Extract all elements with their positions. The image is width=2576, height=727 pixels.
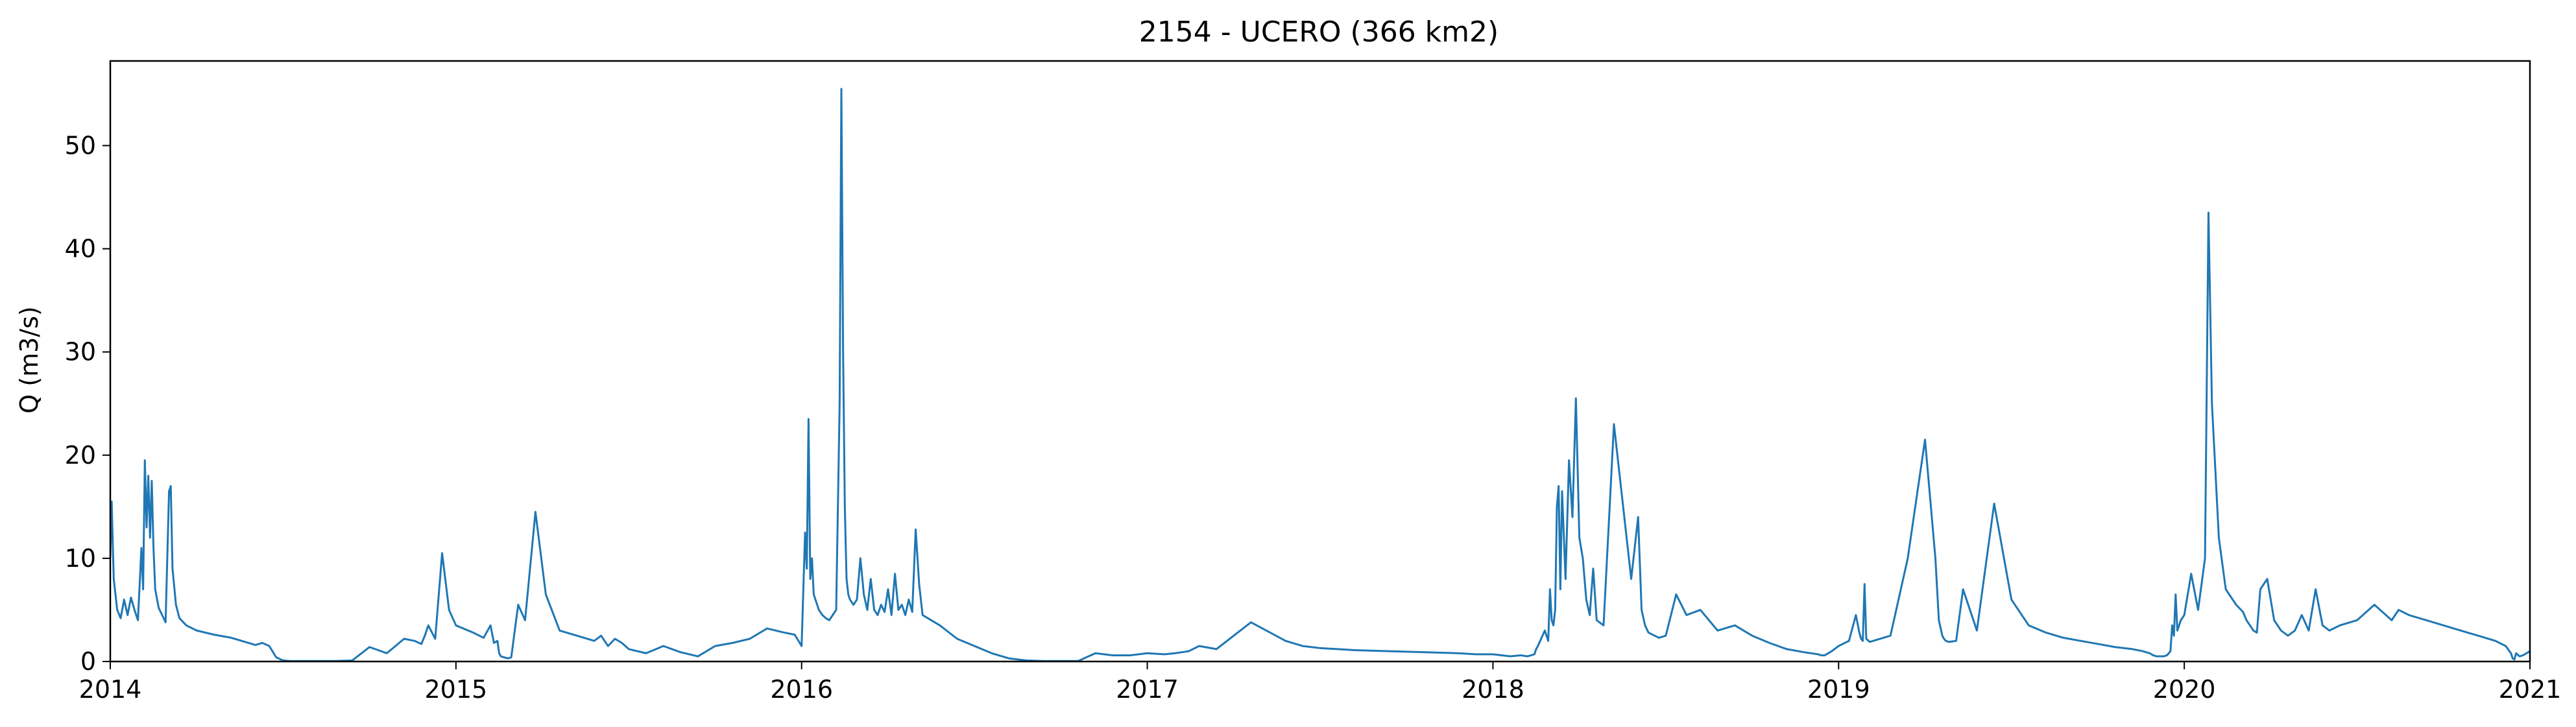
y-axis-ticks: 0 10 20 30 40 50 (65, 131, 110, 676)
x-tick-label: 2020 (2153, 675, 2216, 704)
y-tick-label: 40 (65, 235, 96, 263)
x-tick-label: 2019 (1807, 675, 1870, 704)
series-line-q (110, 88, 2530, 661)
x-tick-label: 2017 (1116, 675, 1179, 704)
y-tick-label: 20 (65, 441, 96, 470)
x-axis-ticks: 2014 2015 2016 2017 2018 2019 2020 2021 (79, 661, 2562, 704)
y-axis-label: Q (m3/s) (15, 306, 43, 413)
x-tick-label: 2016 (770, 675, 833, 704)
x-tick-label: 2014 (79, 675, 142, 704)
y-tick-label: 10 (65, 544, 96, 573)
plot-area (110, 88, 2530, 661)
x-tick-label: 2018 (1462, 675, 1524, 704)
y-tick-label: 50 (65, 131, 96, 160)
y-tick-label: 0 (80, 647, 96, 676)
y-tick-label: 30 (65, 338, 96, 366)
chart-title: 2154 - UCERO (366 km2) (1139, 16, 1499, 49)
axes-frame (109, 60, 2531, 663)
x-tick-label: 2021 (2499, 675, 2562, 704)
x-tick-label: 2015 (424, 675, 487, 704)
